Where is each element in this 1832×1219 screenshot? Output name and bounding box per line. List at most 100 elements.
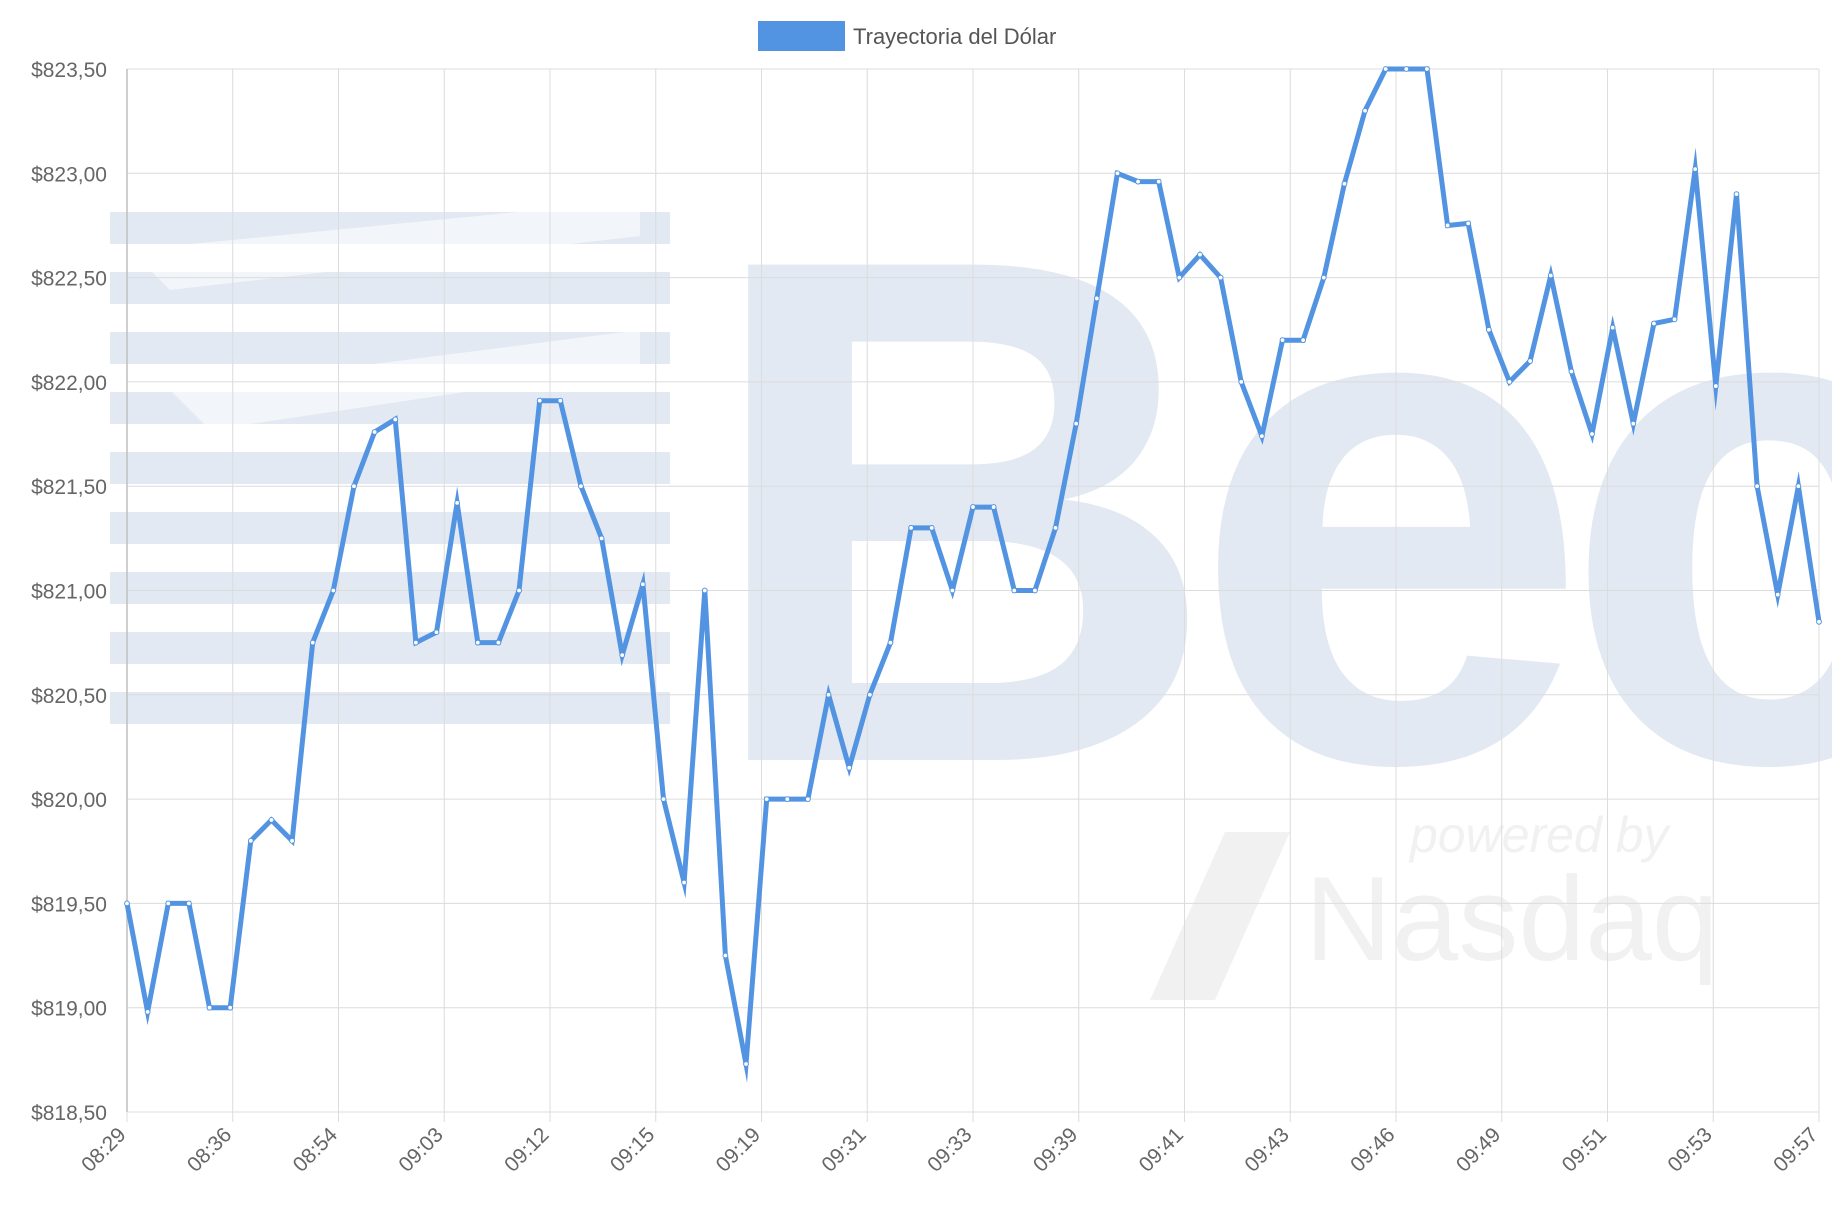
x-tick-label: 09:15 <box>606 1123 659 1176</box>
data-point <box>1547 272 1554 279</box>
data-point <box>1032 587 1038 594</box>
data-point <box>1403 66 1410 72</box>
series-layer <box>124 66 1822 1083</box>
watermark-stripe-cut <box>170 330 640 430</box>
x-tick-label: 09:41 <box>1135 1123 1188 1176</box>
data-point <box>866 691 873 698</box>
legend-swatch[interactable] <box>758 21 845 51</box>
y-tick-label: $819,00 <box>31 998 107 1021</box>
y-tick-label: $820,00 <box>31 789 107 812</box>
data-point <box>1671 316 1678 323</box>
y-axis: $818,50 $819,00 $819,50 $820,00 $820,50 $821,… <box>31 59 107 1125</box>
data-point <box>1568 368 1575 375</box>
y-tick-label: $821,50 <box>31 476 107 499</box>
data-point <box>289 837 295 844</box>
data-point <box>1238 379 1245 385</box>
x-tick-label: 09:31 <box>817 1123 870 1176</box>
data-point <box>1485 326 1492 333</box>
x-tick-label: 09:03 <box>394 1123 447 1176</box>
data-point <box>1424 66 1430 72</box>
data-point <box>908 525 914 531</box>
data-point <box>206 1004 213 1011</box>
data-point <box>1754 483 1760 490</box>
legend[interactable]: Trayectoria del Dólar <box>758 21 1056 51</box>
data-point <box>1774 591 1781 598</box>
data-point <box>701 587 708 594</box>
y-tick-label: $822,50 <box>31 268 107 291</box>
data-point <box>639 581 646 588</box>
data-point <box>1816 618 1822 625</box>
data-point <box>1011 587 1018 594</box>
watermark-stripe <box>110 452 670 484</box>
data-point <box>330 587 337 594</box>
data-point <box>1362 107 1368 114</box>
data-point <box>536 397 543 404</box>
data-point <box>268 817 275 823</box>
watermark-stripe <box>110 692 670 724</box>
data-point <box>392 416 399 423</box>
data-point <box>371 429 378 435</box>
data-point <box>1258 433 1265 440</box>
data-point <box>1320 274 1327 281</box>
data-point <box>990 504 997 510</box>
data-point <box>970 504 976 510</box>
data-point <box>681 879 688 886</box>
y-tick-label: $822,00 <box>31 372 107 395</box>
data-point <box>412 639 419 646</box>
watermark-logo-text: Bec <box>700 108 1832 913</box>
y-tick-label: $819,50 <box>31 893 107 916</box>
data-point <box>1506 379 1513 385</box>
data-point <box>1733 191 1740 198</box>
data-point <box>743 1061 749 1067</box>
data-point <box>578 483 584 490</box>
data-point <box>1073 420 1080 427</box>
legend-label[interactable]: Trayectoria del Dólar <box>853 24 1056 49</box>
data-point <box>1465 220 1472 227</box>
data-point <box>1692 166 1699 173</box>
data-point <box>1176 274 1183 281</box>
data-point <box>1382 66 1389 72</box>
data-point <box>887 639 894 646</box>
data-point <box>949 587 956 594</box>
data-point <box>165 900 172 907</box>
x-tick-label: 09:51 <box>1558 1123 1611 1176</box>
data-point <box>763 796 770 802</box>
data-point <box>309 639 316 646</box>
data-point <box>1630 420 1637 427</box>
data-point <box>247 837 254 844</box>
y-tick-label: $818,50 <box>31 1102 107 1125</box>
y-tick-label: $820,50 <box>31 685 107 708</box>
data-point <box>227 1004 234 1011</box>
data-point <box>1712 383 1719 389</box>
data-point <box>186 900 192 907</box>
x-tick-label: 09:19 <box>712 1123 765 1176</box>
data-point <box>1444 222 1451 229</box>
data-point <box>351 483 357 490</box>
data-point <box>784 796 791 802</box>
x-tick-label: 09:43 <box>1240 1123 1293 1176</box>
data-point <box>1155 178 1162 185</box>
x-tick-label: 09:46 <box>1346 1123 1399 1176</box>
x-tick-label: 09:12 <box>500 1123 553 1176</box>
data-point <box>846 764 853 771</box>
data-point <box>144 1008 151 1015</box>
data-point <box>1093 295 1100 302</box>
data-point <box>433 629 440 636</box>
y-tick-label: $821,00 <box>31 581 107 604</box>
x-tick-label: 08:36 <box>183 1123 236 1176</box>
x-tick-label: 09:49 <box>1452 1123 1505 1176</box>
y-tick-label: $823,50 <box>31 59 107 82</box>
watermark-nasdaq-text: Nasdaq <box>1305 852 1719 986</box>
data-point <box>454 499 461 506</box>
data-point <box>1795 483 1802 490</box>
data-point <box>124 900 130 907</box>
x-tick-label: 09:39 <box>1029 1123 1082 1176</box>
data-point <box>1197 251 1203 258</box>
x-tick-label: 08:54 <box>289 1123 343 1177</box>
x-tick-label: 09:57 <box>1769 1123 1822 1176</box>
x-tick-label: 09:53 <box>1663 1123 1716 1176</box>
data-point <box>598 535 605 542</box>
data-point <box>619 652 626 659</box>
